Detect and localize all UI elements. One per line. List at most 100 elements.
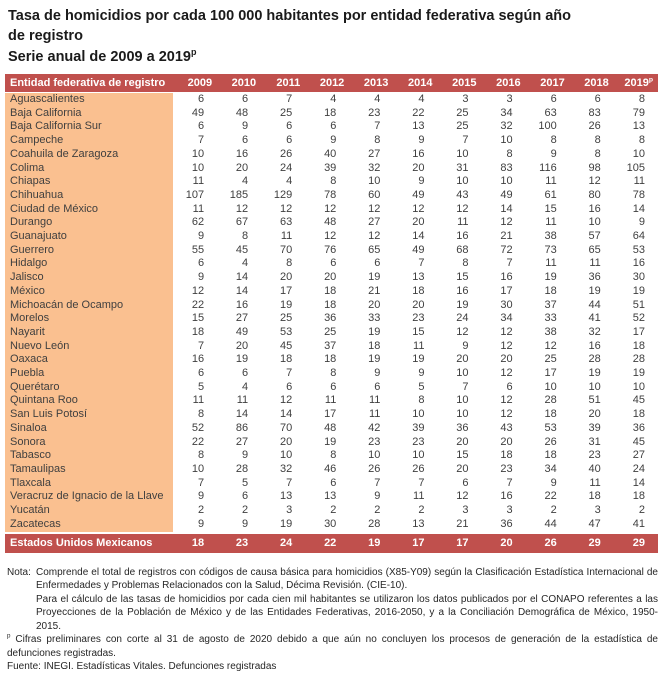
- value-cell: 11: [393, 339, 438, 354]
- value-cell: 19: [261, 298, 306, 313]
- total-value-cell: 17: [393, 531, 438, 553]
- value-cell: 67: [217, 216, 262, 231]
- preliminary-note-superscript: p: [7, 632, 11, 640]
- page-subtitle: Serie anual de 2009 a 2019p: [8, 47, 197, 65]
- value-cell: 11: [393, 490, 438, 505]
- entity-name: San Luis Potosí: [5, 408, 173, 422]
- table-row: Oaxaca 16 19 18 18 19 19 20 20 25 28 28: [5, 353, 658, 368]
- value-cell: 39: [569, 421, 614, 436]
- preliminary-note: p Cifras preliminares con corte al 31 de…: [7, 632, 658, 659]
- value-cell: 37: [305, 339, 350, 354]
- column-header-year: 2012: [305, 74, 350, 93]
- value-cell: 9: [217, 517, 262, 533]
- value-cell: 20: [437, 353, 482, 368]
- value-cell: 15: [437, 449, 482, 463]
- value-cell: 20: [305, 271, 350, 285]
- nota-label: Nota:: [7, 566, 31, 578]
- value-cell: 6: [217, 92, 262, 107]
- value-cell: 2: [525, 504, 570, 518]
- value-cell: 70: [261, 421, 306, 436]
- value-cell: 22: [173, 435, 218, 450]
- entity-name: Michoacán de Ocampo: [5, 298, 173, 313]
- entity-name: Nuevo León: [5, 339, 173, 354]
- value-cell: 8: [217, 230, 262, 244]
- value-cell: 12: [481, 408, 526, 422]
- total-value-cell: 23: [217, 531, 262, 553]
- table-row: Nuevo León 7 20 45 37 18 11 9 12 12 16 18: [5, 339, 658, 354]
- value-cell: 9: [217, 449, 262, 463]
- value-cell: 18: [393, 284, 438, 299]
- column-header-year: 2014: [393, 74, 438, 93]
- value-cell: 48: [305, 421, 350, 436]
- total-value-cell: 19: [349, 531, 394, 553]
- entity-name: Campeche: [5, 134, 173, 148]
- value-cell: 32: [349, 161, 394, 176]
- value-cell: 10: [173, 462, 218, 477]
- value-cell: 3: [481, 92, 526, 107]
- value-cell: 19: [569, 367, 614, 381]
- table-header-row: Entidad federativa de registro 2009 2010 2…: [5, 74, 658, 93]
- preliminary-superscript: p: [648, 76, 653, 84]
- value-cell: 18: [525, 408, 570, 422]
- value-cell: 8: [173, 449, 218, 463]
- value-cell: 3: [569, 504, 614, 518]
- column-header-year: 2017: [525, 74, 570, 93]
- value-cell: 4: [261, 175, 306, 189]
- value-cell: 26: [261, 147, 306, 162]
- value-cell: 32: [569, 325, 614, 340]
- column-header-year: 2013: [349, 74, 394, 93]
- value-cell: 79: [613, 106, 658, 121]
- value-cell: 13: [261, 490, 306, 505]
- value-cell: 18: [481, 449, 526, 463]
- value-cell: 11: [525, 216, 570, 231]
- value-cell: 60: [349, 188, 394, 203]
- value-cell: 2: [613, 504, 658, 518]
- value-cell: 32: [261, 462, 306, 477]
- value-cell: 19: [349, 271, 394, 285]
- notes-section: Nota: Comprende el total de registros co…: [7, 566, 658, 674]
- entity-name: Chiapas: [5, 175, 173, 189]
- entity-name: Ciudad de México: [5, 202, 173, 217]
- value-cell: 20: [217, 339, 262, 354]
- table-row: Coahuila de Zaragoza 10 16 26 40 27 16 10 8 9 8 10: [5, 147, 658, 162]
- value-cell: 18: [173, 325, 218, 340]
- value-cell: 27: [613, 449, 658, 463]
- value-cell: 12: [349, 230, 394, 244]
- value-cell: 52: [173, 421, 218, 436]
- value-cell: 15: [437, 271, 482, 285]
- table-row: Tabasco 8 9 10 8 10 10 15 18 18 23 27: [5, 449, 658, 463]
- value-cell: 34: [481, 106, 526, 121]
- value-cell: 18: [305, 353, 350, 368]
- entity-name: Yucatán: [5, 504, 173, 518]
- value-cell: 13: [393, 517, 438, 533]
- value-cell: 10: [349, 449, 394, 463]
- value-cell: 7: [173, 339, 218, 354]
- value-cell: 14: [393, 230, 438, 244]
- value-cell: 62: [173, 216, 218, 231]
- value-cell: 27: [349, 147, 394, 162]
- page-title: Tasa de homicidios por cada 100 000 habi…: [8, 6, 658, 46]
- entity-name: Coahuila de Zaragoza: [5, 147, 173, 162]
- total-value-cell: 22: [305, 531, 350, 553]
- value-cell: 7: [481, 476, 526, 491]
- value-cell: 22: [525, 490, 570, 505]
- value-cell: 18: [305, 298, 350, 313]
- value-cell: 11: [261, 230, 306, 244]
- value-cell: 45: [613, 435, 658, 450]
- page-title-line1: Tasa de homicidios por cada 100 000 habi…: [8, 8, 571, 24]
- value-cell: 31: [569, 435, 614, 450]
- value-cell: 19: [393, 353, 438, 368]
- value-cell: 13: [305, 490, 350, 505]
- value-cell: 9: [525, 147, 570, 162]
- value-cell: 36: [569, 271, 614, 285]
- value-cell: 26: [569, 120, 614, 135]
- value-cell: 27: [217, 312, 262, 326]
- value-cell: 45: [613, 394, 658, 409]
- value-cell: 10: [437, 408, 482, 422]
- value-cell: 11: [349, 408, 394, 422]
- value-cell: 6: [349, 257, 394, 272]
- value-cell: 20: [261, 271, 306, 285]
- entity-name: Morelos: [5, 312, 173, 326]
- value-cell: 11: [437, 216, 482, 231]
- table-row: Sinaloa 52 86 70 48 42 39 36 43 53 39 36: [5, 421, 658, 436]
